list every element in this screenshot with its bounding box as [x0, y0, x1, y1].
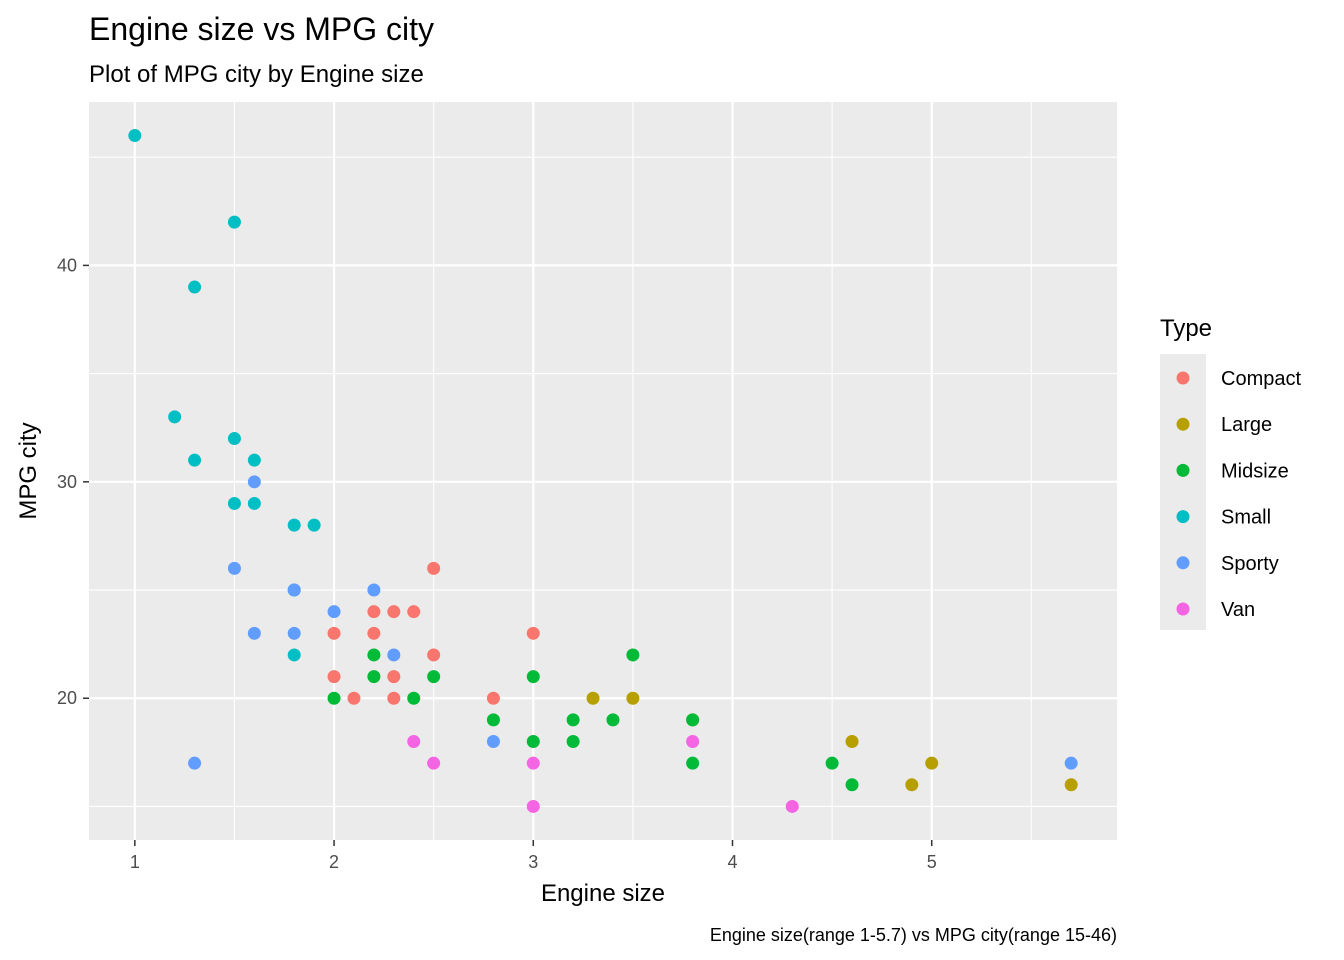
point-midsize — [686, 757, 699, 770]
legend-label-small: Small — [1221, 507, 1271, 529]
x-tick-label: 2 — [329, 852, 339, 872]
point-midsize — [487, 713, 500, 726]
point-small — [128, 129, 141, 142]
point-compact — [328, 670, 341, 683]
point-small — [288, 519, 301, 532]
point-compact — [367, 627, 380, 640]
chart-caption: Engine size(range 1-5.7) vs MPG city(ran… — [710, 925, 1117, 945]
point-large — [587, 692, 600, 705]
point-compact — [407, 605, 420, 618]
legend-label-compact: Compact — [1221, 368, 1301, 390]
point-small — [228, 216, 241, 229]
point-midsize — [367, 670, 380, 683]
y-tick-label: 40 — [57, 255, 77, 275]
point-midsize — [367, 648, 380, 661]
point-compact — [387, 670, 400, 683]
point-sporty — [188, 757, 201, 770]
legend-title: Type — [1160, 315, 1212, 342]
legend-key-small — [1177, 510, 1190, 523]
point-small — [188, 454, 201, 467]
x-axis-title: Engine size — [541, 880, 665, 907]
point-small — [228, 497, 241, 510]
legend-key-midsize — [1177, 464, 1190, 477]
legend-key-van — [1177, 603, 1190, 616]
point-sporty — [288, 627, 301, 640]
point-van — [527, 757, 540, 770]
point-midsize — [686, 713, 699, 726]
point-small — [288, 648, 301, 661]
point-midsize — [427, 670, 440, 683]
point-van — [686, 735, 699, 748]
point-large — [846, 735, 859, 748]
point-sporty — [248, 627, 261, 640]
point-sporty — [228, 562, 241, 575]
point-small — [308, 519, 321, 532]
legend-key-large — [1177, 418, 1190, 431]
point-van — [527, 800, 540, 813]
point-midsize — [328, 692, 341, 705]
point-sporty — [367, 584, 380, 597]
point-van — [786, 800, 799, 813]
y-tick-label: 30 — [57, 472, 77, 492]
legend-key-sporty — [1177, 556, 1190, 569]
chart-title: Engine size vs MPG city — [89, 11, 434, 47]
point-small — [188, 281, 201, 294]
point-large — [905, 778, 918, 791]
legend-label-van: Van — [1221, 599, 1255, 621]
point-midsize — [626, 648, 639, 661]
legend-key-compact — [1177, 372, 1190, 385]
legend-label-large: Large — [1221, 414, 1272, 436]
point-compact — [427, 562, 440, 575]
point-midsize — [527, 670, 540, 683]
point-compact — [487, 692, 500, 705]
point-van — [407, 735, 420, 748]
x-tick-label: 1 — [130, 852, 140, 872]
point-sporty — [487, 735, 500, 748]
x-tick-label: 3 — [528, 852, 538, 872]
point-compact — [387, 605, 400, 618]
y-axis-title: MPG city — [15, 422, 42, 519]
point-sporty — [288, 584, 301, 597]
point-sporty — [387, 648, 400, 661]
point-midsize — [567, 713, 580, 726]
legend-label-midsize: Midsize — [1221, 460, 1289, 482]
x-tick-label: 4 — [727, 852, 737, 872]
point-midsize — [826, 757, 839, 770]
point-compact — [427, 648, 440, 661]
legend-label-sporty: Sporty — [1221, 553, 1279, 575]
panel-background — [89, 102, 1117, 840]
legend: Type Compact Large Midsize Small Sporty Van — [1160, 315, 1301, 630]
point-midsize — [527, 735, 540, 748]
point-midsize — [567, 735, 580, 748]
point-large — [925, 757, 938, 770]
point-compact — [328, 627, 341, 640]
chart-subtitle: Plot of MPG city by Engine size — [89, 61, 424, 88]
point-small — [248, 497, 261, 510]
point-midsize — [606, 713, 619, 726]
x-tick-label: 5 — [927, 852, 937, 872]
point-small — [168, 410, 181, 423]
point-sporty — [248, 475, 261, 488]
point-midsize — [846, 778, 859, 791]
point-large — [626, 692, 639, 705]
y-tick-label: 20 — [57, 688, 77, 708]
point-compact — [367, 605, 380, 618]
point-small — [248, 454, 261, 467]
legend-key-background — [1160, 354, 1206, 630]
point-midsize — [407, 692, 420, 705]
point-van — [427, 757, 440, 770]
point-sporty — [1065, 757, 1078, 770]
point-compact — [387, 692, 400, 705]
point-small — [228, 432, 241, 445]
point-compact — [527, 627, 540, 640]
point-large — [1065, 778, 1078, 791]
plot-panel — [89, 102, 1117, 840]
point-compact — [347, 692, 360, 705]
point-sporty — [328, 605, 341, 618]
